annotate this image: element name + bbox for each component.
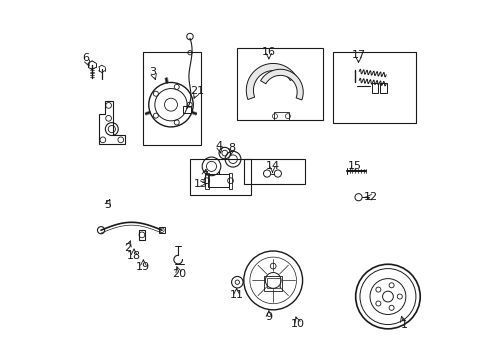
Text: 19: 19 xyxy=(136,262,150,272)
Text: 6: 6 xyxy=(82,53,89,63)
Text: 10: 10 xyxy=(291,319,305,329)
Text: 1: 1 xyxy=(400,320,407,330)
Text: 18: 18 xyxy=(127,251,141,261)
Bar xyxy=(274,112,288,121)
Text: 4: 4 xyxy=(215,141,223,151)
Text: 3: 3 xyxy=(149,67,156,77)
Text: 12: 12 xyxy=(363,192,377,202)
Bar xyxy=(236,48,322,120)
Text: 16: 16 xyxy=(262,46,275,57)
Bar xyxy=(379,83,386,93)
Text: 9: 9 xyxy=(265,312,272,322)
Text: 13: 13 xyxy=(193,179,207,189)
Bar xyxy=(228,173,232,189)
Bar xyxy=(371,83,378,93)
Bar xyxy=(266,278,279,288)
Bar xyxy=(139,230,145,240)
Text: 21: 21 xyxy=(190,86,204,96)
Bar xyxy=(244,159,304,184)
Bar xyxy=(264,276,282,291)
Polygon shape xyxy=(260,69,303,100)
Bar xyxy=(204,173,208,189)
Text: 20: 20 xyxy=(172,269,186,279)
Text: 17: 17 xyxy=(351,50,365,60)
Bar xyxy=(190,159,250,195)
Text: 11: 11 xyxy=(229,291,243,301)
Text: 8: 8 xyxy=(228,143,235,153)
Text: 14: 14 xyxy=(265,161,279,171)
Text: 7: 7 xyxy=(201,171,207,181)
Text: 5: 5 xyxy=(104,200,111,210)
Bar xyxy=(207,174,229,187)
Bar xyxy=(159,227,164,233)
Bar xyxy=(333,51,415,123)
Text: 15: 15 xyxy=(347,161,361,171)
Polygon shape xyxy=(246,63,296,100)
Bar xyxy=(183,106,191,113)
Text: 2: 2 xyxy=(124,243,131,253)
Bar xyxy=(143,51,201,145)
